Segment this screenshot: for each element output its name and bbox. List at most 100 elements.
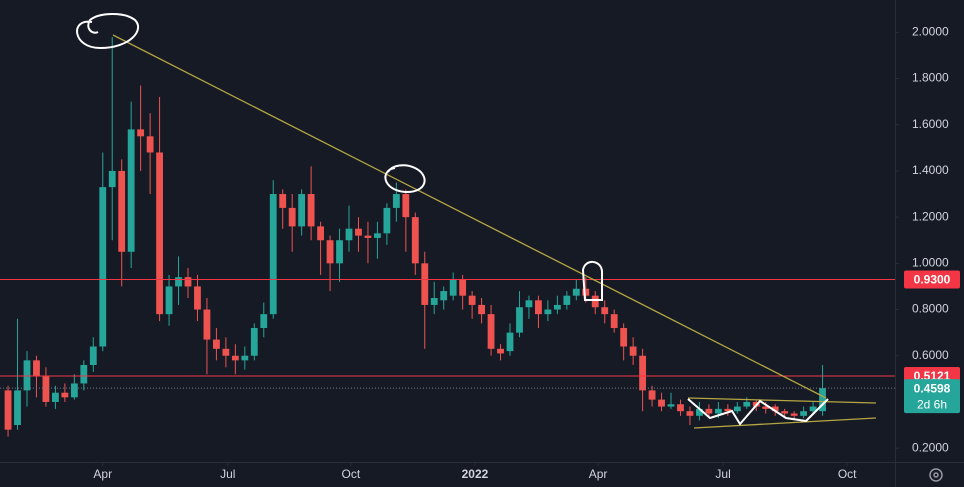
candle-body — [298, 194, 306, 227]
candle-body — [724, 408, 732, 412]
candle-body — [658, 399, 665, 407]
candle-body — [506, 332, 514, 352]
y-tick-label: 0.8000 — [912, 302, 949, 316]
candle-body — [629, 346, 637, 356]
y-tick-label: 2.0000 — [912, 25, 949, 39]
candle-body — [269, 194, 277, 315]
candle-body — [175, 277, 182, 287]
x-tick-label: Jul — [715, 467, 730, 481]
candle-body — [535, 300, 542, 315]
candle-body — [402, 194, 410, 218]
candle-body — [184, 277, 192, 287]
candle-body — [705, 408, 713, 414]
candle-body — [601, 307, 609, 315]
candle-body — [440, 291, 448, 301]
candle-body — [743, 401, 751, 407]
last-price-label: 0.4598 — [914, 381, 951, 395]
axes: 0.2000 0.6000 0.8000 1.0000 1.2000 1.4000 1.60… — [93, 25, 960, 481]
candle-body — [487, 314, 495, 349]
candle-body — [14, 390, 21, 426]
candle-body — [525, 300, 533, 308]
settings-icon[interactable] — [929, 468, 943, 482]
candle-body — [213, 339, 220, 349]
countdown-label: 2d 6h — [917, 397, 947, 411]
candle-body — [572, 288, 580, 296]
candle-body — [563, 295, 571, 305]
candle-body — [118, 170, 126, 252]
candle-body — [336, 240, 343, 264]
candle-body — [165, 286, 173, 315]
candle-body — [374, 233, 381, 238]
candle-body — [61, 392, 69, 398]
candle-body — [279, 194, 287, 208]
candle-body — [714, 408, 722, 414]
hand-mark — [581, 261, 603, 301]
y-tick-label: 0.2000 — [912, 440, 949, 454]
candle-body — [80, 364, 88, 384]
candle-body — [790, 413, 798, 416]
zigzag — [687, 398, 829, 426]
candle-body — [137, 129, 145, 137]
y-tick-label: 1.0000 — [912, 256, 949, 270]
y-tick-label: 1.4000 — [912, 163, 949, 177]
candle-body — [355, 228, 362, 236]
candle-body — [383, 207, 391, 234]
candle-body — [459, 279, 467, 296]
gear[interactable] — [929, 468, 943, 482]
x-tick-label: 2022 — [462, 467, 489, 481]
channel-line — [693, 417, 877, 429]
x-tick-label: Apr — [93, 467, 112, 481]
x-tick-label: Jul — [220, 467, 235, 481]
candle-body — [194, 286, 201, 310]
candle-body — [89, 346, 97, 365]
candle-body — [582, 288, 590, 296]
candle-body — [33, 360, 40, 377]
candle-body — [307, 194, 315, 227]
hand-circle — [384, 164, 426, 194]
last-price-tag — [904, 379, 960, 414]
gear-center[interactable] — [933, 472, 939, 478]
candle-body — [222, 348, 230, 356]
candle-body — [260, 314, 268, 329]
candle-body — [610, 314, 618, 329]
candle-body — [108, 170, 116, 188]
y-tick-label: 0.6000 — [912, 348, 949, 362]
candle-body — [648, 390, 656, 400]
candle-body — [733, 406, 741, 412]
candle-body — [42, 376, 50, 402]
x-tick-label: Oct — [838, 467, 857, 481]
candle-body — [241, 355, 249, 361]
candle-body — [809, 406, 817, 412]
candle-body — [421, 263, 429, 305]
candle-body — [146, 136, 154, 153]
candle-body — [156, 152, 163, 315]
candle-body — [771, 406, 779, 412]
candle-body — [667, 404, 675, 407]
candle-body — [326, 240, 334, 264]
plot-area — [0, 36, 895, 437]
candle-body — [99, 187, 107, 347]
x-tick-label: Oct — [342, 467, 361, 481]
candle-body — [686, 411, 694, 416]
candle-body — [781, 411, 789, 414]
y-tick-label: 1.2000 — [912, 209, 949, 223]
drawings — [76, 13, 877, 429]
candle-body — [449, 279, 457, 296]
candle-body — [819, 388, 826, 412]
candle-body — [364, 235, 372, 238]
candle-body — [23, 360, 31, 391]
candle-body — [478, 304, 486, 315]
candle-body — [345, 228, 353, 241]
candle-body — [317, 226, 324, 241]
price-tag-label: 0.9300 — [914, 273, 951, 287]
y-tick-label: 1.6000 — [912, 117, 949, 131]
candle-body — [639, 355, 647, 391]
candle-body — [591, 295, 599, 308]
candle-body — [250, 328, 258, 356]
candle-body — [620, 328, 628, 347]
hand-circle — [76, 13, 140, 50]
x-tick-label: Apr — [589, 467, 608, 481]
channel-line — [687, 397, 877, 404]
